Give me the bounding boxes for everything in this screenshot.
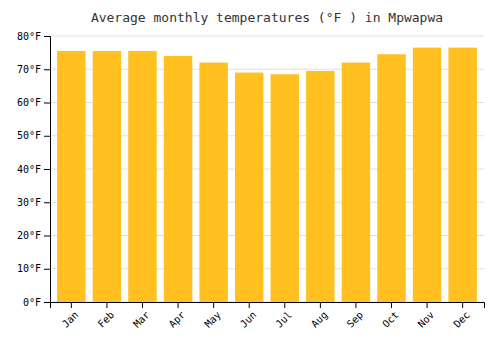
bar [448,48,476,302]
bar [128,51,156,302]
grid-line [50,36,484,37]
y-tick: 80°F [17,31,50,42]
y-tick-label: 30°F [17,197,41,208]
y-tick-mark [44,36,50,37]
x-tick-label: Dec [451,309,472,330]
x-axis-line [51,303,485,309]
x-tick-label: May [202,309,223,330]
x-tick: Apr [167,302,188,330]
bar [342,63,370,302]
bars [57,48,477,302]
bar [271,74,299,302]
y-tick-mark [44,236,50,237]
x-tick-mark [249,302,250,308]
x-tick-mark [142,302,143,308]
chart: 0°F 10°F 20°F 30°F 40°F 50°F 60°F 70°F 80°F Jan Fe… [0,0,500,350]
y-tick-label: 60°F [17,97,41,108]
y-tick-label: 0°F [23,297,41,308]
x-tick: Jan [60,302,81,330]
x-tick: Jun [238,302,259,330]
y-tick-mark [44,302,50,303]
bar [57,51,85,302]
title: Average monthly temperatures (°F ) in Mp… [91,10,443,25]
y-tick-mark [44,69,50,70]
y-tick: 50°F [17,130,50,141]
y-tick-label: 80°F [17,31,41,42]
y-tick-label: 10°F [17,263,41,274]
y-tick: 30°F [17,197,50,208]
x-tick: Jul [273,302,294,330]
x-tick: Dec [451,302,472,330]
y-axis: 0°F 10°F 20°F 30°F 40°F 50°F 60°F 70°F 80°F [17,31,51,308]
x-tick-mark [213,302,214,308]
y-tick-label: 40°F [17,164,41,175]
y-tick-mark [44,202,50,203]
bar [93,51,121,302]
x-tick-mark [320,302,321,308]
y-tick-label: 20°F [17,230,41,241]
x-tick-mark [106,302,107,308]
bar [377,54,405,302]
x-axis: Jan Feb Mar Apr May Jun Jul Aug Sep Oct Nov Dec [51,302,485,330]
x-tick: Feb [96,302,117,330]
bar [164,56,192,302]
x-tick-label: Aug [309,309,330,330]
x-tick-mark [427,302,428,308]
grid [50,36,484,302]
x-tick: Oct [380,302,401,330]
x-tick: Mar [131,302,152,330]
x-tick-label: Jul [273,309,294,330]
bar [199,63,227,302]
y-tick-label: 70°F [17,64,41,75]
x-tick-label: Jun [238,309,259,330]
x-tick-label: Oct [380,309,401,330]
y-tick-mark [44,169,50,170]
x-tick-mark [284,302,285,308]
plot-area: 0°F 10°F 20°F 30°F 40°F 50°F 60°F 70°F 80°F Jan Fe… [17,31,485,330]
y-tick: 40°F [17,164,50,175]
x-tick-mark [462,302,463,308]
x-tick-mark [71,302,72,308]
y-tick-mark [44,269,50,270]
x-tick: Aug [309,302,330,330]
x-tick-mark [178,302,179,308]
bar [235,73,263,302]
bar [413,48,441,302]
bar [306,71,334,302]
y-axis-line [44,37,51,303]
x-tick-label: Feb [96,309,117,330]
x-tick-label: Apr [167,309,188,330]
y-tick: 10°F [17,263,50,274]
x-tick: Sep [345,302,366,330]
x-tick-mark [355,302,356,308]
y-tick: 70°F [17,64,50,75]
x-tick: May [202,302,223,330]
y-tick: 60°F [17,97,50,108]
y-tick-label: 50°F [17,130,41,141]
y-tick: 20°F [17,230,50,241]
y-tick-mark [44,136,50,137]
y-tick: 0°F [23,297,50,308]
x-tick-label: Jan [60,309,81,330]
x-tick: Nov [416,302,437,330]
x-tick-label: Sep [345,309,366,330]
x-tick-label: Nov [416,309,437,330]
x-tick-mark [391,302,392,308]
x-tick-label: Mar [131,309,152,330]
y-tick-mark [44,103,50,104]
